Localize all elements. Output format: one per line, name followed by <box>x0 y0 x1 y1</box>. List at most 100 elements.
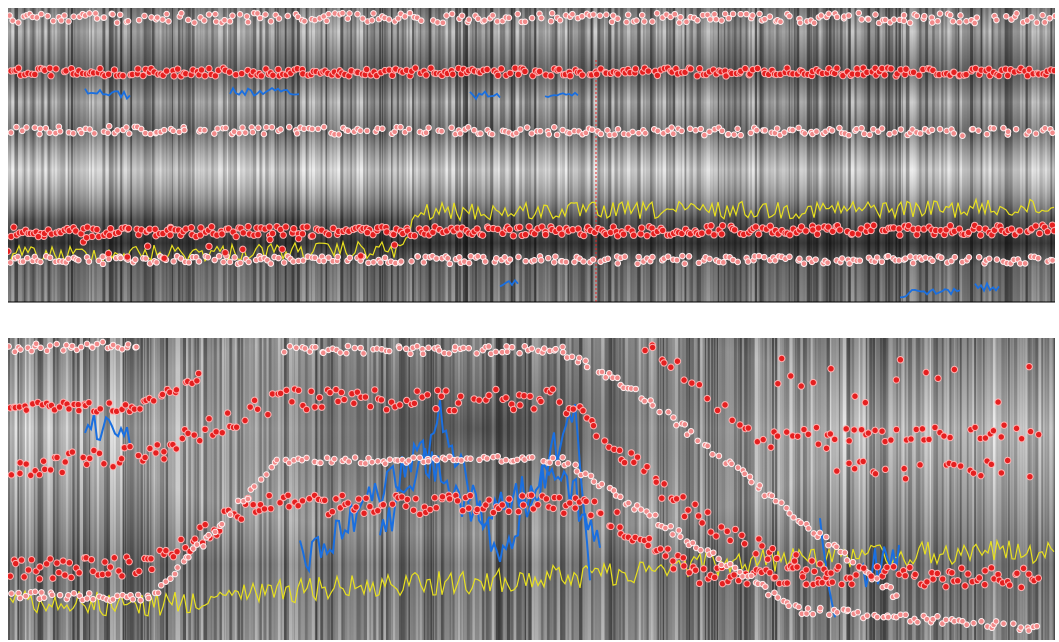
track-point <box>47 556 53 562</box>
track-point <box>698 547 704 553</box>
track-point <box>506 15 512 21</box>
track-point <box>391 242 397 248</box>
track-point <box>1029 15 1035 21</box>
track-point <box>563 259 569 265</box>
track-point <box>698 126 704 132</box>
track-point <box>859 17 865 23</box>
track-point <box>285 13 291 19</box>
track-point <box>1004 457 1010 463</box>
track-point <box>779 500 785 506</box>
track-point <box>672 11 678 17</box>
track-point <box>947 12 953 18</box>
track-point <box>630 232 636 238</box>
track-point <box>142 454 148 460</box>
track-point <box>12 560 18 566</box>
track-point <box>729 461 735 467</box>
track-point <box>122 402 128 408</box>
track-point <box>161 449 167 455</box>
track-point <box>707 17 713 23</box>
track-point <box>257 15 263 21</box>
track-point <box>567 500 573 506</box>
track-point <box>353 504 359 510</box>
track-point <box>414 343 420 349</box>
track-point <box>907 254 913 260</box>
track-point <box>23 407 29 413</box>
track-point <box>161 255 167 261</box>
track-point <box>110 463 116 469</box>
track-point <box>115 128 121 134</box>
track-point <box>695 17 701 23</box>
track-point <box>318 460 324 466</box>
track-point <box>957 463 963 469</box>
track-point <box>166 18 172 24</box>
track-point <box>510 406 516 412</box>
track-point <box>66 19 72 25</box>
track-point <box>635 261 641 267</box>
track-point <box>831 436 837 442</box>
track-point <box>765 592 771 598</box>
track-point <box>434 387 440 393</box>
track-point <box>531 406 537 412</box>
track-point <box>972 424 978 430</box>
track-point <box>859 125 865 131</box>
track-point <box>602 438 608 444</box>
track-point <box>245 496 251 502</box>
track-point <box>1035 431 1041 437</box>
track-point <box>414 388 420 394</box>
track-point <box>897 357 903 363</box>
track-point <box>512 65 518 71</box>
track-point <box>901 18 907 24</box>
track-point <box>17 460 23 466</box>
track-point <box>778 19 784 25</box>
track-point <box>713 16 719 22</box>
track-point <box>774 555 780 561</box>
track-point <box>589 127 595 133</box>
track-point <box>465 125 471 131</box>
track-point <box>62 459 68 465</box>
track-point <box>150 398 156 404</box>
track-point <box>856 10 862 16</box>
track-point <box>935 18 941 24</box>
track-point <box>556 494 562 500</box>
track-point <box>668 523 674 529</box>
track-point <box>990 428 996 434</box>
track-point <box>750 13 756 19</box>
track-point <box>372 387 378 393</box>
track-point <box>86 399 92 405</box>
track-point <box>644 463 650 469</box>
track-point <box>584 364 590 370</box>
track-point <box>457 232 463 238</box>
track-point <box>560 349 566 355</box>
track-point <box>882 466 888 472</box>
track-point <box>599 481 605 487</box>
track-point <box>644 232 650 238</box>
track-point <box>704 395 710 401</box>
track-point <box>164 11 170 17</box>
track-point <box>509 344 515 350</box>
track-point <box>17 470 23 476</box>
track-point <box>92 131 98 137</box>
track-point <box>834 14 840 20</box>
track-point <box>283 224 289 230</box>
track-point <box>230 13 236 19</box>
track-point <box>543 496 549 502</box>
track-point <box>597 13 603 19</box>
track-point <box>459 13 465 19</box>
track-point <box>327 389 333 395</box>
track-point <box>591 479 597 485</box>
track-point <box>783 429 789 435</box>
track-point <box>974 15 980 21</box>
track-point <box>757 483 763 489</box>
track-point <box>135 66 141 72</box>
track-point <box>657 409 663 415</box>
track-point <box>130 596 136 602</box>
track-point <box>902 476 908 482</box>
track-point <box>977 232 983 238</box>
track-point <box>325 231 331 237</box>
track-point <box>669 125 675 131</box>
track-point <box>106 232 112 238</box>
track-point <box>44 348 50 354</box>
track-point <box>893 426 899 432</box>
track-point <box>680 555 686 561</box>
track-point <box>251 484 257 490</box>
